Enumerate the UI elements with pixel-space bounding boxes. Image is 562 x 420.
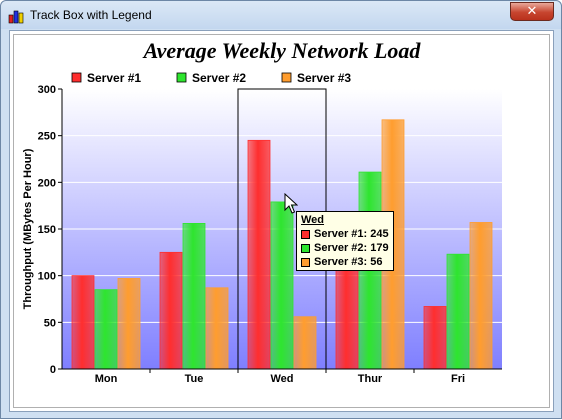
y-tick-label: 50 (44, 317, 56, 329)
chart-title: Average Weekly Network Load (142, 38, 422, 63)
series3-swatch (301, 257, 310, 267)
y-axis-label: Throughput (MBytes Per Hour) (22, 148, 34, 309)
y-tick-label: 0 (50, 364, 56, 376)
legend-label-series2: Server #2 (192, 71, 246, 85)
close-icon: ✕ (526, 4, 538, 19)
tooltip-row-text: Server #1: 245 (314, 228, 389, 240)
tooltip-row: Server #1: 245 (301, 227, 389, 241)
track-tooltip: Wed Server #1: 245 Server #2: 179 Server… (296, 211, 394, 271)
bar-mon-series3[interactable] (117, 278, 141, 370)
bar-fri-series2[interactable] (446, 253, 470, 370)
title-bar[interactable]: Track Box with Legend ✕ (1, 1, 561, 29)
legend: Server #1 Server #2 Server #3 (71, 71, 351, 85)
series2-swatch (301, 243, 310, 253)
close-button[interactable]: ✕ (510, 2, 554, 21)
window-title: Track Box with Legend (30, 8, 152, 22)
chart-frame (13, 34, 550, 408)
mouse-pointer-icon (284, 193, 298, 214)
legend-swatch-series3 (281, 72, 292, 83)
y-tick-label: 300 (38, 84, 56, 96)
legend-label-series1: Server #1 (87, 71, 141, 85)
legend-swatch-series2 (176, 72, 187, 83)
bar-wed-series2[interactable] (270, 201, 294, 370)
bar-fri-series1[interactable] (423, 306, 447, 370)
bar-thur-series1[interactable] (335, 265, 359, 370)
y-tick-label: 200 (38, 177, 56, 189)
y-tick-label: 250 (38, 131, 56, 143)
legend-swatch-series1 (71, 72, 82, 83)
tooltip-row-text: Server #3: 56 (314, 256, 383, 268)
bar-wed-series1[interactable] (247, 139, 271, 370)
bar-tue-series2[interactable] (182, 222, 206, 370)
x-tick-label: Thur (358, 373, 383, 385)
legend-label-series3: Server #3 (297, 71, 351, 85)
x-tick-label: Wed (270, 373, 293, 385)
series1-swatch (301, 229, 310, 239)
tooltip-title: Wed (301, 214, 325, 226)
bar-tue-series3[interactable] (205, 287, 229, 370)
tooltip-row: Server #3: 56 (301, 255, 389, 269)
x-tick-label: Tue (185, 373, 204, 385)
bar-fri-series3[interactable] (469, 222, 493, 370)
y-tick-label: 150 (38, 224, 56, 236)
bar-wed-series3[interactable] (293, 316, 317, 370)
tooltip-row: Server #2: 179 (301, 241, 389, 255)
tooltip-row-text: Server #2: 179 (314, 242, 389, 254)
bar-tue-series1[interactable] (159, 251, 183, 370)
bar-mon-series1[interactable] (71, 275, 95, 370)
x-tick-label: Mon (95, 373, 118, 385)
bar-mon-series2[interactable] (94, 289, 118, 370)
chart-app-icon (8, 10, 24, 24)
x-tick-label: Fri (451, 373, 465, 385)
y-tick-label: 100 (38, 271, 56, 283)
